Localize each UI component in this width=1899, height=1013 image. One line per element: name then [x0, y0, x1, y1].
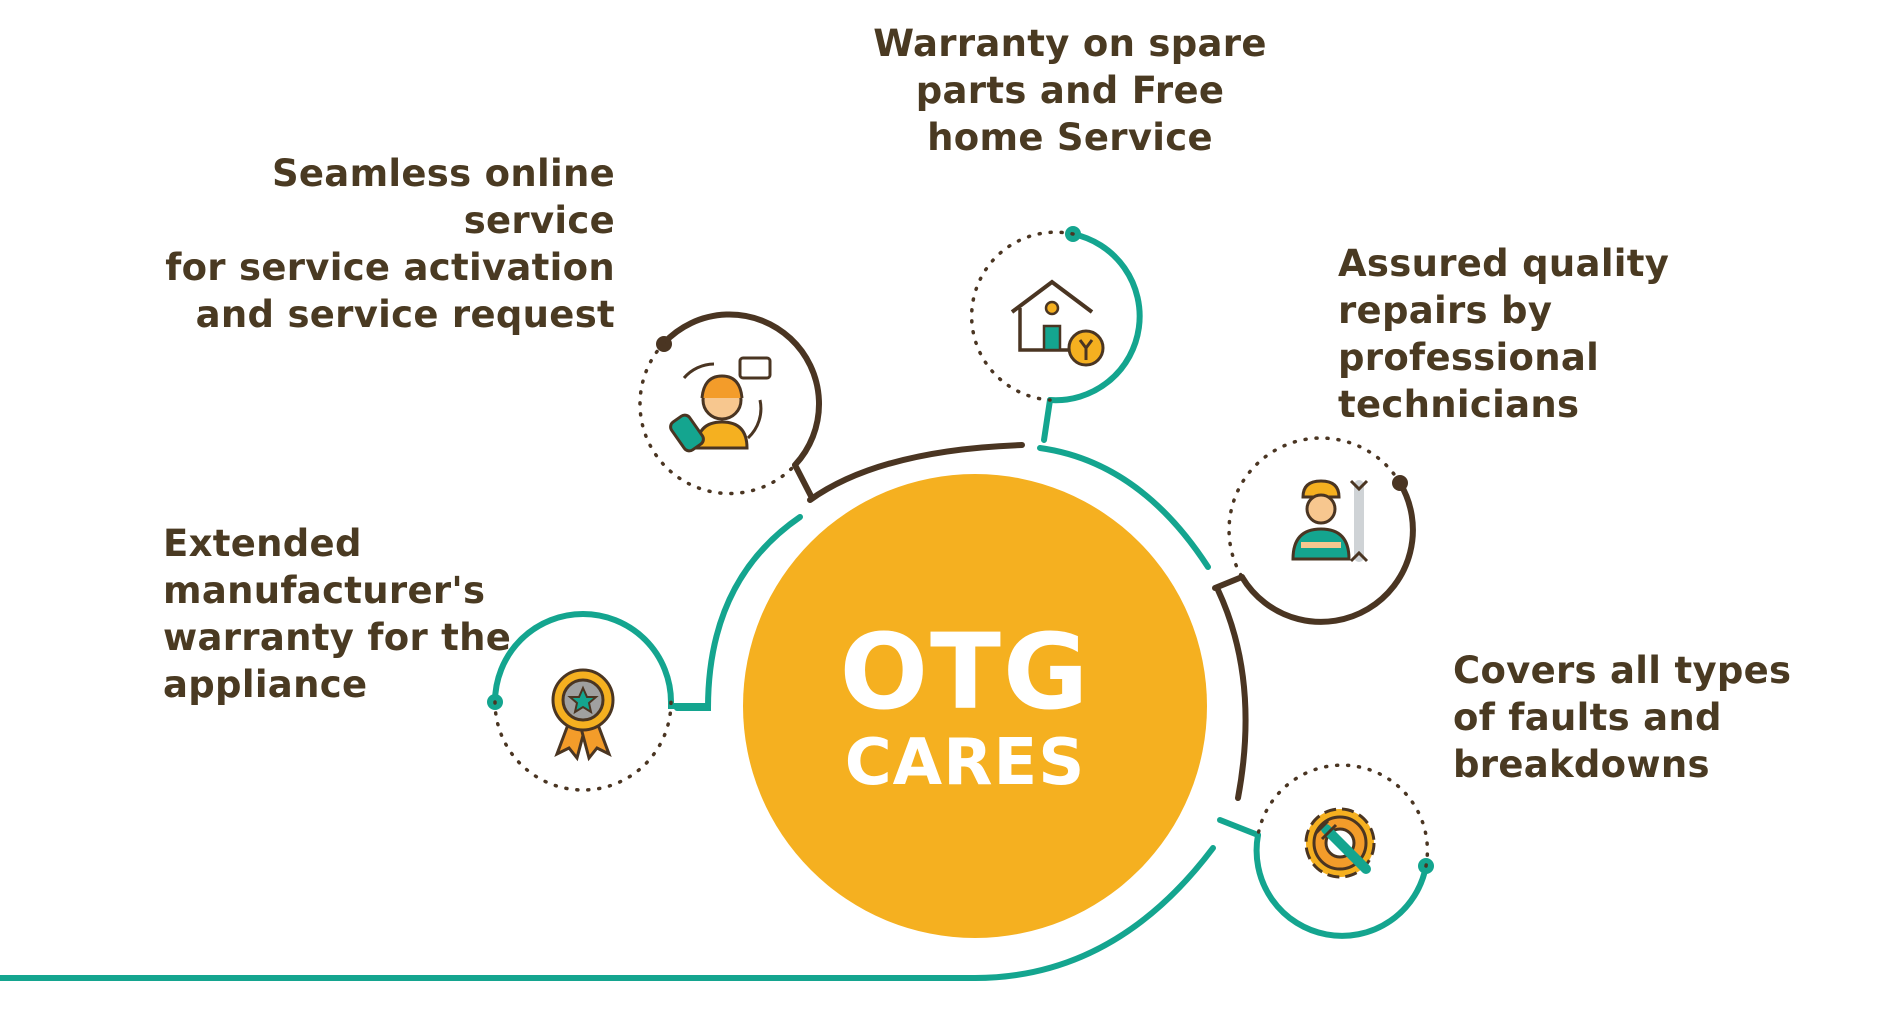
hub-ring-left — [674, 514, 803, 711]
feature-extended-warranty-label: Extended manufacturer's warranty for the… — [163, 522, 512, 706]
satellite-faults-coverage — [1217, 763, 1434, 939]
gear-wrench-icon — [1304, 807, 1376, 879]
hub-ring-top-brown — [807, 442, 1025, 503]
hub-ring-top-teal — [1037, 445, 1211, 570]
home-repair-icon — [1010, 279, 1105, 367]
hub-circle — [743, 474, 1207, 938]
customer-support-icon — [669, 356, 772, 453]
satellite-extended-warranty — [487, 611, 710, 792]
technician-icon — [1291, 479, 1369, 563]
satellite-quality-repairs — [1212, 436, 1416, 625]
hub-title: OTG — [839, 611, 1091, 733]
satellite-spare-parts — [969, 226, 1143, 443]
satellite-online-service — [638, 311, 822, 501]
feature-faults-coverage-label: Covers all types of faults and breakdown… — [1453, 649, 1792, 786]
award-badge-icon — [551, 668, 615, 762]
baseline-connector — [0, 845, 1216, 981]
feature-online-service-label: Seamless online service for service acti… — [165, 152, 615, 336]
hub-subtitle: CARES — [844, 726, 1086, 800]
hub-ring-right-brown — [1215, 587, 1249, 801]
feature-quality-repairs-label: Assured quality repairs by professional … — [1338, 242, 1670, 426]
feature-spare-parts-label: Warranty on spare parts and Free home Se… — [873, 22, 1267, 159]
